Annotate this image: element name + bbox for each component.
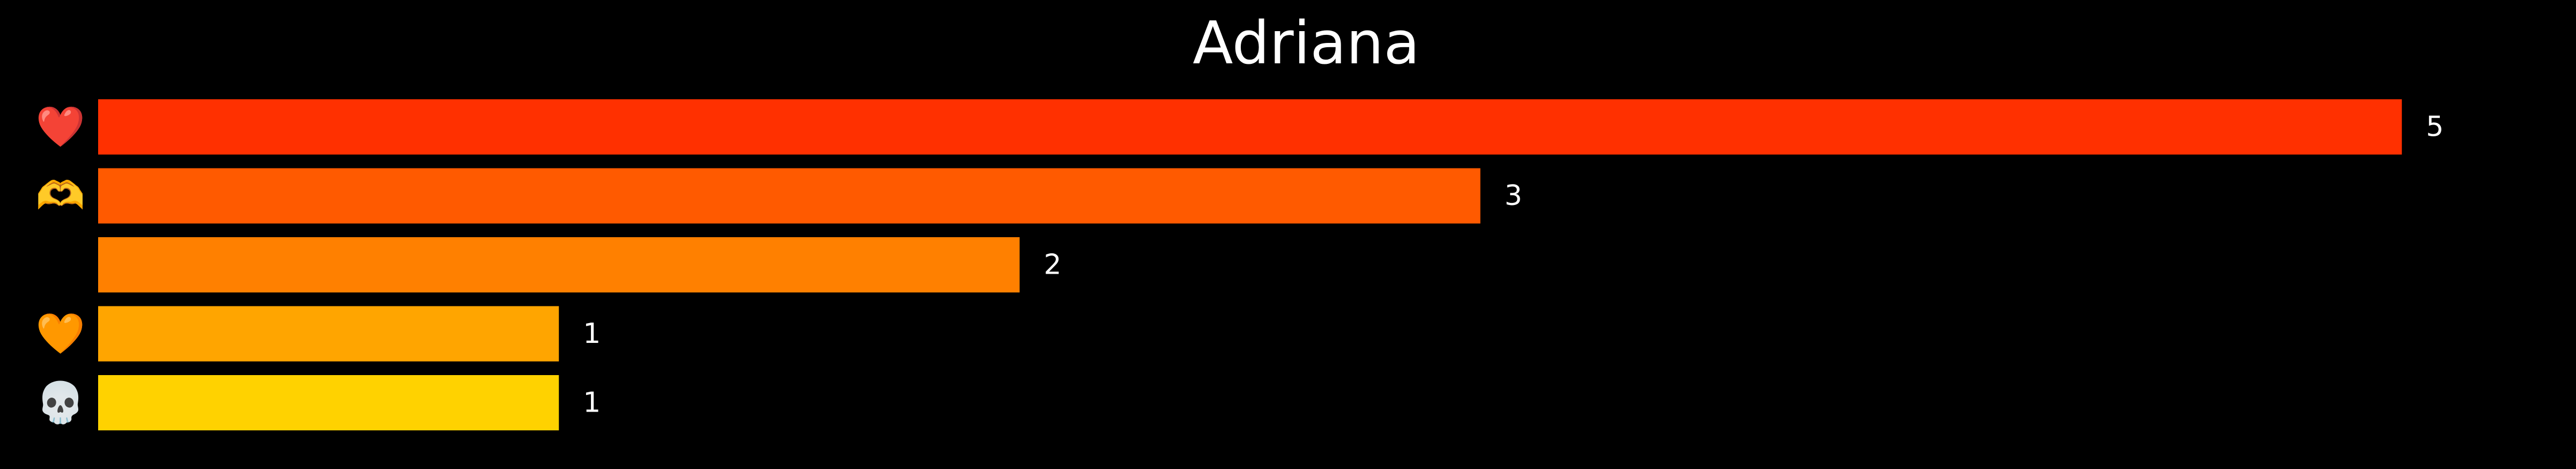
chart-title: Adriana xyxy=(1193,9,1419,77)
bar-pensive-face-icon xyxy=(98,237,1020,292)
heart-hands-icon: 🫶 xyxy=(36,173,85,219)
value-label: 2 xyxy=(1043,249,1061,281)
labels-layer: 5 ❤️ 3 🫶 2 😔 1 🧡 1 💀 xyxy=(36,104,2444,426)
bar-skull-icon xyxy=(98,375,559,430)
bar-orange-heart-icon xyxy=(98,306,559,362)
pensive-face-icon: 😔 xyxy=(40,242,81,288)
value-label: 3 xyxy=(1505,180,1522,212)
orange-heart-icon: 🧡 xyxy=(36,311,86,357)
bar-red-heart-icon xyxy=(98,99,2402,155)
value-label: 1 xyxy=(583,387,601,419)
bar-heart-hands-icon xyxy=(98,168,1481,224)
value-label: 1 xyxy=(583,318,601,350)
red-heart-icon: ❤️ xyxy=(36,104,86,150)
value-label: 5 xyxy=(2426,111,2444,143)
bars-layer xyxy=(98,99,2402,430)
skull-icon: 💀 xyxy=(36,380,85,426)
